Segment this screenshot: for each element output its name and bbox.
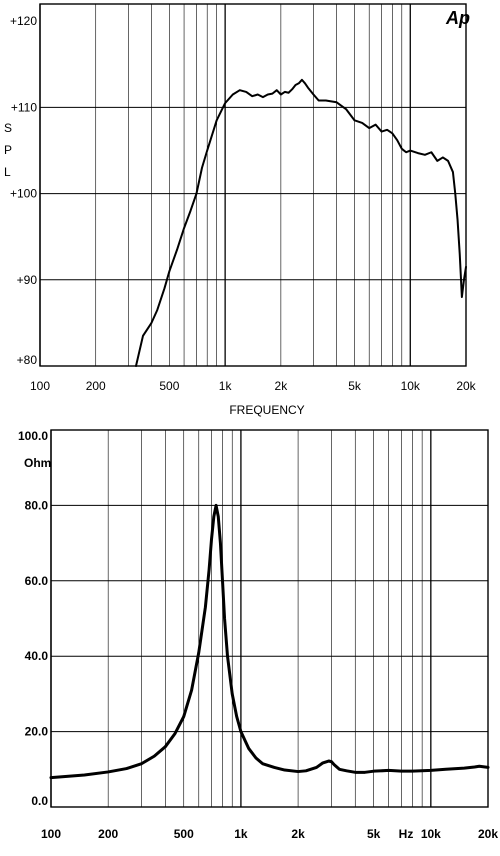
x-tick-label: 2k <box>291 827 305 841</box>
x-tick-label: 200 <box>86 379 106 393</box>
y-unit-label: Ohm <box>24 456 51 470</box>
x-tick-label: 100 <box>30 379 50 393</box>
x-tick-label: 1k <box>219 379 233 393</box>
y-tick-label: 40.0 <box>25 649 49 663</box>
x-axis-label: FREQUENCY <box>229 403 304 417</box>
y-tick-label: +90 <box>17 273 38 287</box>
x-tick-label: 100 <box>41 827 61 841</box>
y-axis-label-letter: L <box>4 165 11 179</box>
x-tick-label: 5k <box>367 827 381 841</box>
x-tick-label: 5k <box>348 379 362 393</box>
y-axis-label-letter: S <box>4 121 12 135</box>
data-line <box>134 78 467 367</box>
x-tick-label: 2k <box>275 379 289 393</box>
ap-logo: Ap <box>445 8 470 28</box>
y-tick-label: 100.0 <box>18 429 48 443</box>
y-axis-label-letter: P <box>4 143 12 157</box>
plot-frame <box>50 429 489 808</box>
x-unit-label: Hz <box>399 827 414 841</box>
y-tick-label: +110 <box>11 100 37 114</box>
x-tick-label: 1k <box>234 827 248 841</box>
y-tick-label: +100 <box>10 187 37 201</box>
x-tick-label: 20k <box>456 379 476 393</box>
x-tick-label: 500 <box>174 827 194 841</box>
y-tick-label: +80 <box>17 353 38 367</box>
x-tick-label: 10k <box>421 827 441 841</box>
y-tick-label: 80.0 <box>25 498 49 512</box>
spl-chart: +80 +90 +100 +110 +120 100 200 500 1k 2k 5k 10k 20k S… <box>4 3 477 417</box>
y-tick-label: 60.0 <box>25 574 49 588</box>
x-tick-label: 10k <box>401 379 421 393</box>
x-tick-label: 500 <box>159 379 179 393</box>
x-tick-label: 20k <box>478 827 498 841</box>
plot-frame <box>39 3 467 367</box>
y-tick-label: +120 <box>10 14 37 28</box>
impedance-chart: 0.0 20.0 40.0 60.0 80.0 100.0 100 200 500 1k 2k 5k 1… <box>18 429 498 841</box>
data-line <box>49 503 490 780</box>
y-tick-label: 0.0 <box>31 794 48 808</box>
x-tick-label: 200 <box>98 827 118 841</box>
y-tick-label: 20.0 <box>25 725 49 739</box>
